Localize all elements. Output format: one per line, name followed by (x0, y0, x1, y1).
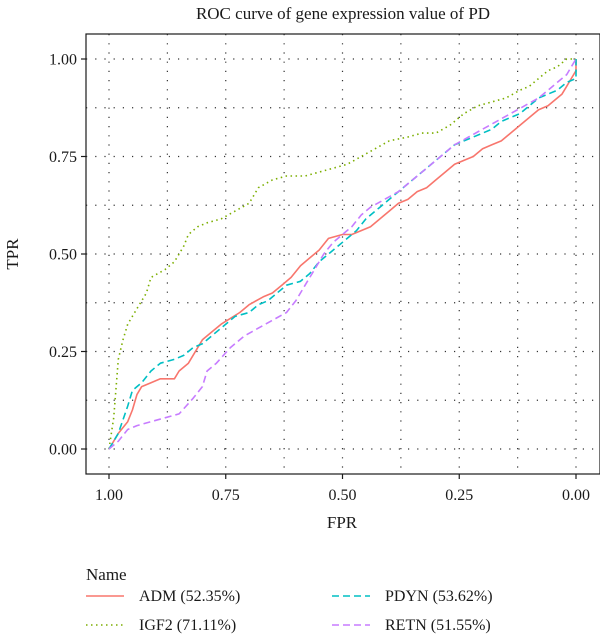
legend-items: ADM (52.35%) PDYN (53.62%) IGF2 (71.11%) RE… (86, 588, 493, 634)
series-line-2 (108, 58, 576, 450)
legend-label: ADM (52.35%) (139, 588, 240, 605)
x-axis-label: FPR (327, 513, 358, 532)
y-axis-ticks: 0.00 0.25 0.50 0.75 1.00 (49, 52, 86, 459)
x-tick-label: 0.25 (445, 487, 473, 504)
y-tick-label: 1.00 (49, 52, 77, 69)
x-axis-ticks: 1.00 0.75 0.50 0.25 0.00 (95, 474, 590, 504)
x-tick-label: 0.50 (329, 487, 357, 504)
y-tick-label: 0.25 (49, 344, 77, 361)
x-tick-label: 0.00 (562, 487, 590, 504)
legend-title: Name (86, 565, 127, 584)
series-lines (108, 58, 577, 450)
chart-title: ROC curve of gene expression value of PD (196, 4, 490, 23)
series-line-1 (108, 59, 577, 450)
y-axis-label: TPR (3, 238, 22, 270)
legend-label: RETN (51.55%) (385, 617, 491, 634)
grid-lines (86, 34, 600, 474)
legend-label: IGF2 (71.11%) (139, 617, 236, 634)
x-tick-label: 0.75 (212, 487, 240, 504)
plot-frame (85, 33, 600, 475)
legend: Name ADM (52.35%) PDYN (53.62%) IGF2 (71.1… (86, 565, 493, 634)
series-line-4 (108, 58, 577, 450)
x-tick-label: 1.00 (95, 487, 123, 504)
y-tick-label: 0.75 (49, 149, 77, 166)
legend-label: PDYN (53.62%) (385, 588, 493, 605)
y-tick-label: 0.00 (49, 442, 77, 459)
y-tick-label: 0.50 (49, 247, 77, 264)
